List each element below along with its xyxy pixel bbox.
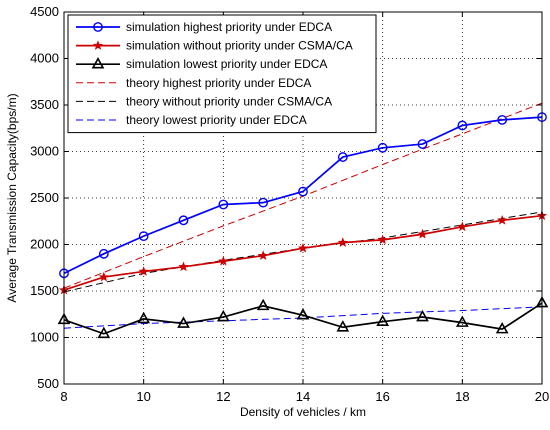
data-point	[416, 309, 429, 322]
data-point	[98, 248, 109, 259]
axis-ticks: 8 10 12 14 16 18 20 500 1000 1500 2000 2500 3000 3500…	[30, 4, 549, 404]
legend-swatch-marker	[91, 57, 105, 69]
data-point	[216, 309, 230, 322]
data-point	[97, 326, 111, 339]
x-tick-label: 14	[296, 389, 310, 404]
legend-label: theory lowest priority under EDCA	[126, 113, 307, 127]
series-3	[57, 295, 549, 339]
data-point	[256, 298, 270, 311]
x-tick-label: 18	[455, 389, 469, 404]
legend-swatch-marker	[93, 22, 103, 32]
data-point	[296, 308, 310, 320]
x-tick-label: 20	[535, 389, 549, 404]
series-line	[63, 116, 543, 275]
data-point	[455, 315, 469, 327]
legend-item: theory without priority under CSMA/CA	[76, 94, 332, 108]
legend-label: simulation highest priority under EDCA	[126, 20, 332, 34]
y-tick-label: 4500	[30, 4, 59, 19]
x-tick-label: 10	[136, 389, 150, 404]
legend-item: theory highest priority under EDCA	[76, 76, 311, 90]
y-tick-label: 2000	[30, 237, 59, 252]
x-axis-label: Density of vehicles / km	[240, 405, 366, 419]
y-tick-label: 3500	[30, 97, 59, 112]
data-point	[495, 321, 509, 334]
series-line	[63, 306, 543, 329]
y-tick-label: 500	[37, 376, 59, 391]
x-tick-label: 16	[375, 389, 389, 404]
data-point	[258, 197, 269, 208]
legend-label: simulation without priority under CSMA/C…	[126, 39, 353, 53]
y-tick-label: 2500	[30, 190, 59, 205]
data-point	[298, 186, 308, 197]
data-point	[497, 214, 508, 225]
data-point	[376, 314, 390, 326]
data-point	[138, 231, 149, 242]
y-tick-label: 1500	[30, 283, 59, 298]
legend-label: theory highest priority under EDCA	[126, 76, 311, 90]
legend-box	[67, 14, 377, 134]
series-2	[58, 210, 548, 295]
data-point	[138, 266, 149, 276]
x-tick-label: 8	[60, 389, 67, 404]
legend-label: theory without priority under CSMA/CA	[126, 94, 332, 108]
data-point	[417, 139, 428, 149]
data-point	[417, 228, 428, 239]
legend-item: theory lowest priority under EDCA	[76, 113, 307, 127]
data-point	[337, 237, 348, 247]
data-point	[377, 234, 388, 245]
data-point	[137, 311, 151, 324]
y-axis-label: Average Transmission Capacity(bps/m)	[5, 93, 19, 302]
legend-item: simulation without priority under CSMA/C…	[76, 39, 353, 53]
legend-label: simulation lowest priority under EDCA	[126, 57, 327, 71]
legend-item: simulation lowest priority under EDCA	[76, 57, 327, 71]
data-point	[178, 215, 189, 226]
y-tick-label: 1000	[30, 330, 59, 345]
data-point	[178, 261, 189, 272]
data-point	[336, 320, 350, 332]
data-point	[177, 316, 190, 328]
data-point	[218, 199, 229, 210]
y-tick-label: 3000	[30, 144, 59, 159]
data-point	[258, 250, 269, 260]
data-point	[218, 255, 229, 266]
series-line	[63, 302, 543, 335]
legend-item: simulation highest priority under EDCA	[76, 20, 332, 34]
data-point	[98, 271, 109, 282]
x-tick-label: 12	[216, 389, 230, 404]
y-tick-label: 4000	[30, 51, 59, 66]
legend-swatch-marker	[92, 40, 104, 50]
data-point	[337, 152, 348, 162]
data-point	[457, 221, 468, 232]
data-point	[497, 114, 508, 125]
data-point	[377, 142, 388, 153]
data-point	[457, 120, 468, 131]
series-6	[63, 306, 543, 329]
data-point	[297, 242, 309, 253]
legend: simulation highest priority under EDCA si…	[67, 14, 377, 134]
